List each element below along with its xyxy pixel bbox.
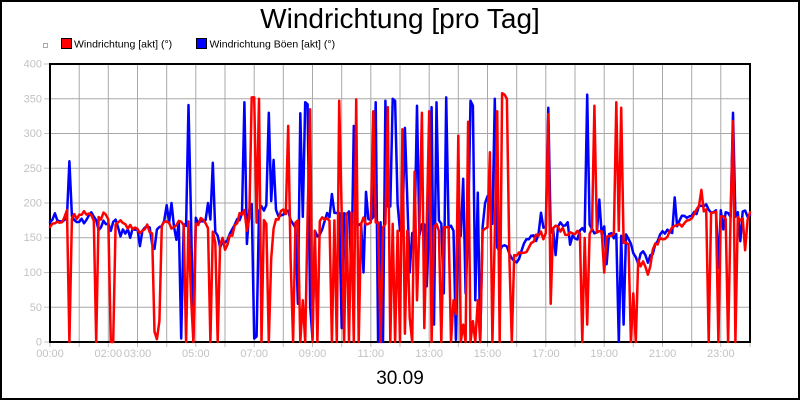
svg-text:50: 50	[30, 302, 42, 314]
svg-text:30.09: 30.09	[376, 368, 424, 389]
svg-text:150: 150	[24, 232, 42, 244]
svg-text:250: 250	[24, 163, 42, 175]
svg-text:19:00: 19:00	[590, 348, 618, 360]
svg-text:0: 0	[36, 337, 42, 349]
svg-text:23:00: 23:00	[707, 348, 735, 360]
svg-text:400: 400	[24, 59, 42, 71]
svg-text:15:00: 15:00	[474, 348, 502, 360]
svg-text:100: 100	[24, 267, 42, 279]
svg-text:11:00: 11:00	[357, 348, 384, 360]
svg-text:05:00: 05:00	[182, 348, 210, 360]
svg-text:07:00: 07:00	[240, 348, 268, 360]
svg-text:300: 300	[24, 128, 42, 140]
svg-text:13:00: 13:00	[415, 348, 443, 360]
svg-text:200: 200	[24, 198, 42, 210]
svg-text:Windrichtung [akt] (°): Windrichtung [akt] (°)	[74, 39, 172, 51]
svg-text:21:00: 21:00	[649, 348, 677, 360]
svg-text:17:00: 17:00	[532, 348, 560, 360]
svg-text:03:00: 03:00	[124, 348, 152, 360]
svg-text:02:00: 02:00	[95, 348, 123, 360]
svg-text:09:00: 09:00	[299, 348, 327, 360]
svg-text:00:00: 00:00	[36, 348, 64, 360]
svg-text:Windrichtung [pro Tag]: Windrichtung [pro Tag]	[260, 3, 540, 34]
svg-text:350: 350	[24, 93, 42, 105]
svg-text:Windrichtung Böen [akt] (°): Windrichtung Böen [akt] (°)	[210, 39, 336, 51]
